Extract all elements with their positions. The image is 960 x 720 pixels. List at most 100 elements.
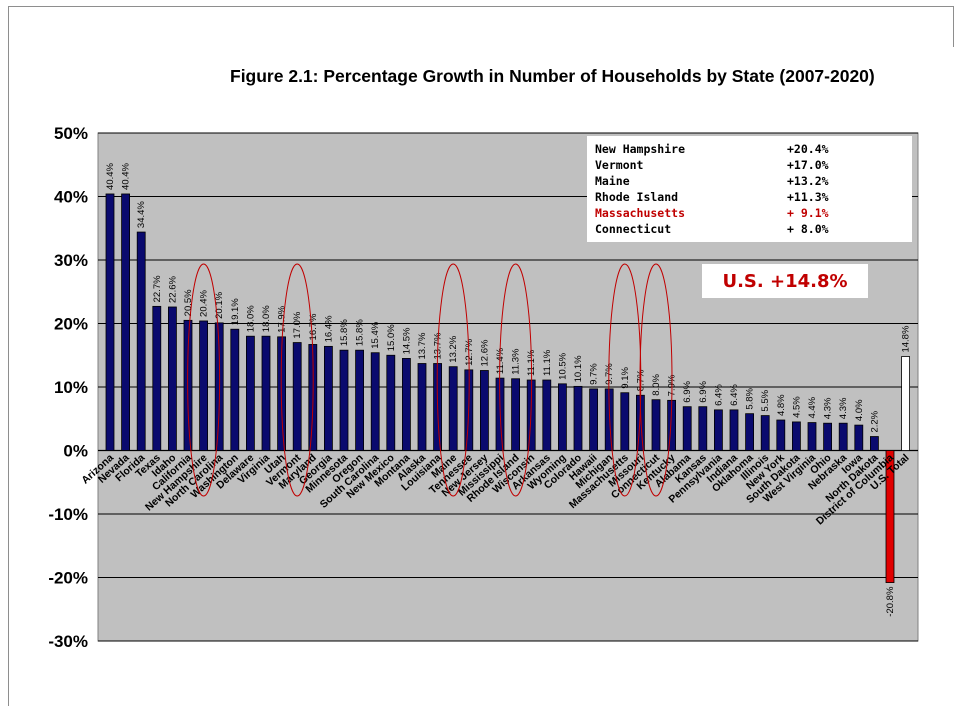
data-label: 4.0% bbox=[854, 399, 865, 421]
bar bbox=[589, 388, 598, 451]
bar bbox=[542, 379, 552, 451]
bar bbox=[479, 370, 489, 451]
bar bbox=[121, 193, 130, 451]
bar bbox=[558, 383, 567, 451]
y-tick-label: 20% bbox=[54, 315, 88, 334]
bar bbox=[401, 358, 411, 451]
data-label: 4.3% bbox=[823, 397, 834, 419]
data-label: 15.8% bbox=[355, 319, 366, 346]
new-england-inset-table: New Hampshire +20.4% Vermont +17.0% Maine +13… bbox=[587, 136, 912, 242]
data-label: 22.7% bbox=[152, 275, 163, 302]
bar bbox=[386, 354, 396, 451]
data-label: 14.5% bbox=[401, 327, 412, 354]
bar bbox=[823, 422, 832, 451]
y-tick-label: 50% bbox=[54, 124, 88, 143]
chart-title: Figure 2.1: Percentage Growth in Number … bbox=[230, 66, 875, 86]
bar bbox=[136, 231, 146, 451]
highlight-oval bbox=[608, 263, 642, 497]
highlight-oval bbox=[499, 263, 533, 497]
bar bbox=[698, 406, 708, 451]
bar bbox=[870, 436, 879, 451]
y-tick-label: 30% bbox=[54, 251, 88, 270]
data-label: 9.7% bbox=[604, 363, 615, 385]
data-label: 18.0% bbox=[261, 305, 272, 332]
data-label: 6.4% bbox=[729, 384, 740, 406]
data-label: 9.7% bbox=[589, 363, 600, 385]
inset-value: +11.3% bbox=[787, 190, 829, 204]
y-tick-label: 40% bbox=[54, 188, 88, 207]
data-label: 19.1% bbox=[230, 298, 241, 325]
inset-value: +20.4% bbox=[787, 142, 829, 156]
data-label: 16.7% bbox=[308, 313, 319, 340]
data-label: 2.2% bbox=[869, 410, 880, 432]
inset-value: + 9.1% bbox=[787, 206, 829, 220]
inset-value: +13.2% bbox=[787, 174, 829, 188]
y-tick-label: -10% bbox=[48, 505, 88, 524]
inset-state: New Hampshire bbox=[595, 142, 686, 156]
data-label: 18.0% bbox=[245, 305, 256, 332]
bar bbox=[682, 406, 692, 451]
bar bbox=[901, 356, 910, 451]
data-label: 10.1% bbox=[573, 355, 584, 382]
data-label: 20.1% bbox=[214, 291, 225, 318]
data-label: 13.2% bbox=[448, 335, 459, 362]
bar bbox=[355, 349, 365, 451]
bar bbox=[339, 349, 349, 451]
data-label: -20.8% bbox=[885, 586, 896, 617]
data-label: 8.0% bbox=[651, 373, 662, 395]
bar bbox=[573, 385, 583, 451]
data-label: 4.4% bbox=[807, 396, 818, 418]
bar bbox=[230, 328, 240, 451]
data-label: 17.9% bbox=[277, 305, 288, 332]
bar bbox=[760, 415, 770, 451]
us-callout: U.S. +14.8% bbox=[702, 264, 868, 298]
y-tick-label: -30% bbox=[48, 632, 88, 651]
data-label: 4.3% bbox=[838, 397, 849, 419]
y-tick-label: 0% bbox=[63, 442, 88, 461]
bar bbox=[807, 422, 817, 451]
data-label: 40.4% bbox=[121, 162, 132, 189]
data-label: 6.9% bbox=[698, 380, 709, 402]
data-label: 9.1% bbox=[620, 367, 631, 389]
data-label: 13.7% bbox=[417, 332, 428, 359]
data-label: 5.8% bbox=[745, 387, 756, 409]
inset-value: + 8.0% bbox=[787, 222, 829, 236]
data-label: 14.8% bbox=[901, 325, 912, 352]
highlight-oval bbox=[639, 263, 673, 497]
inset-state: Rhode Island bbox=[595, 190, 679, 204]
bar bbox=[714, 409, 723, 451]
data-label: 11.3% bbox=[511, 348, 522, 375]
highlight-oval bbox=[436, 263, 470, 497]
data-label: 22.6% bbox=[167, 276, 178, 303]
data-label: 12.6% bbox=[479, 339, 490, 366]
data-label: 20.5% bbox=[183, 289, 194, 316]
data-label: 6.9% bbox=[682, 380, 693, 402]
inset-state: Massachusetts bbox=[595, 206, 686, 220]
bar bbox=[651, 399, 661, 451]
inset-state: Connecticut bbox=[595, 222, 672, 236]
bar bbox=[245, 335, 255, 451]
bar bbox=[792, 421, 801, 451]
bar bbox=[152, 305, 162, 451]
bar bbox=[511, 378, 521, 451]
data-label: 10.5% bbox=[557, 352, 568, 379]
bar bbox=[838, 422, 848, 451]
bar bbox=[370, 352, 380, 451]
inset-state: Vermont bbox=[595, 158, 644, 172]
data-label: 17.0% bbox=[292, 311, 303, 338]
data-label: 34.4% bbox=[136, 201, 147, 228]
inset-value: +17.0% bbox=[787, 158, 829, 172]
data-label: 6.4% bbox=[713, 384, 724, 406]
bar bbox=[292, 342, 302, 451]
data-label: 5.5% bbox=[760, 389, 771, 411]
bar bbox=[885, 450, 895, 583]
data-label: 20.4% bbox=[199, 289, 210, 316]
data-label: 40.4% bbox=[105, 162, 116, 189]
highlight-oval bbox=[187, 263, 221, 497]
bar bbox=[261, 335, 271, 451]
data-label: 16.4% bbox=[323, 315, 334, 342]
data-label: 15.8% bbox=[339, 319, 350, 346]
bar bbox=[167, 306, 177, 451]
data-label: 15.4% bbox=[370, 321, 381, 348]
